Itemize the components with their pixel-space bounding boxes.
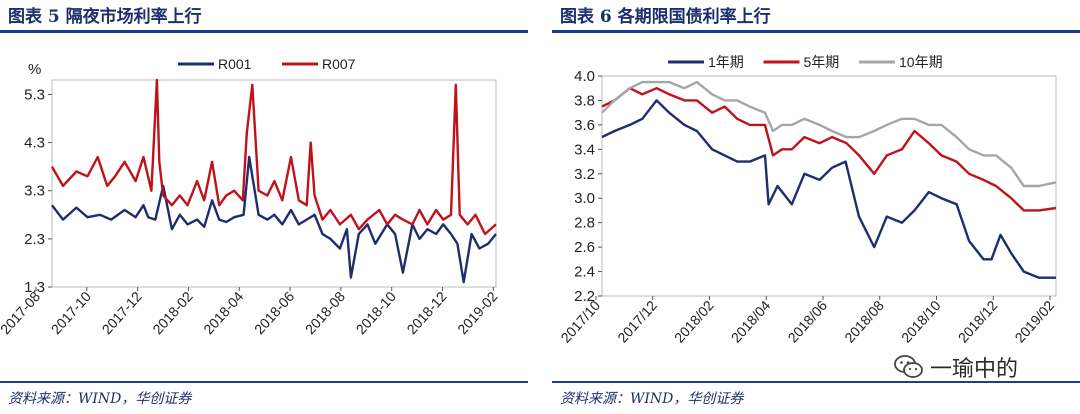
left-figure-panel: 图表 5 隔夜市场利率上行 5.3 4.3 3.3 2.3 1.3% 2017-08 201… xyxy=(0,0,528,414)
left-legend-label-2: R007 xyxy=(322,56,356,72)
right-plot-frame xyxy=(601,75,1057,297)
left-xtick-label: 2018-08 xyxy=(302,288,348,337)
left-xtick-label: 2018-12 xyxy=(403,288,449,337)
right-title-rule xyxy=(552,30,1080,33)
right-xtick-label: 2018/08 xyxy=(841,297,887,345)
left-series-line-1 xyxy=(51,155,497,284)
left-xtick-label: 2018-04 xyxy=(200,288,246,337)
right-bottom-rule xyxy=(552,381,1080,383)
left-xtick-label: 2017-08 xyxy=(0,288,43,337)
left-ytick-label: 4.3 xyxy=(24,135,45,152)
left-series-line-2 xyxy=(50,78,497,236)
left-xtick-label: 2018-02 xyxy=(149,288,195,337)
left-title-rule xyxy=(0,30,528,33)
right-legend-label-3: 10年期 xyxy=(899,54,943,70)
left-ytick-label: 5.3 xyxy=(24,86,45,103)
left-ytick-label: 3.3 xyxy=(24,183,45,200)
right-series-line-2 xyxy=(601,87,1057,212)
right-ytick-label: 3.6 xyxy=(574,117,595,134)
right-xtick-label: 2018/06 xyxy=(784,297,830,345)
left-bottom-rule xyxy=(0,381,528,383)
right-legend-label-1: 1年期 xyxy=(708,54,744,70)
right-ytick-label: 2.8 xyxy=(574,215,595,232)
left-xtick-label: 2017-12 xyxy=(99,288,145,337)
left-xtick-label: 2019-02 xyxy=(454,288,500,337)
left-plot-frame xyxy=(51,79,497,288)
right-xtick-label: 2019/02 xyxy=(1011,297,1057,345)
right-xtick-label: 2018/10 xyxy=(898,297,944,345)
right-ytick-label: 3.4 xyxy=(574,141,595,158)
right-ytick-label: 3.0 xyxy=(574,190,595,207)
watermark: 一瑜中的 xyxy=(894,352,1018,382)
left-legend-label-1: R001 xyxy=(218,56,252,72)
right-figure-title: 图表 6 各期限国债利率上行 xyxy=(560,7,771,27)
left-xtick-label: 2018-06 xyxy=(251,288,297,337)
left-ytick-label: 1.3 xyxy=(24,279,45,296)
watermark-text: 一瑜中的 xyxy=(930,357,1019,382)
right-legend-label-2: 5年期 xyxy=(804,54,840,70)
right-ytick-label: 2.4 xyxy=(574,264,595,281)
left-xtick-label: 2018-10 xyxy=(353,288,399,337)
left-xtick-label: 2017-10 xyxy=(48,288,94,337)
left-y-axis-unit: % xyxy=(28,61,41,78)
right-xtick-label: 2018/12 xyxy=(955,297,1001,345)
left-ytick-label: 2.3 xyxy=(24,231,45,248)
wechat-icon xyxy=(894,355,923,378)
right-ytick-label: 2.2 xyxy=(574,288,595,305)
right-xtick-label: 2017/12 xyxy=(614,297,660,345)
right-xtick-label: 2018/02 xyxy=(671,297,717,345)
right-ytick-label: 4.0 xyxy=(574,68,595,85)
left-figure-title: 图表 5 隔夜市场利率上行 xyxy=(8,7,202,27)
right-ytick-label: 3.2 xyxy=(574,166,595,183)
right-series-line-1 xyxy=(601,99,1056,279)
right-ytick-label: 3.8 xyxy=(574,92,595,109)
right-source-note: 资料来源：WIND，华创证券 xyxy=(560,391,744,407)
left-chart: 5.34.33.32.31.3%2017-08 2017-10 2017-12 201… xyxy=(0,56,501,337)
right-ytick-label: 2.6 xyxy=(574,239,595,256)
right-figure-panel: 图表 6 各期限国债利率上行 4.0 3.8 3.6 3.4 3.2 3.0 2.8 2.6 2… xyxy=(552,0,1080,414)
left-source-note: 资料来源：WIND，华创证券 xyxy=(8,391,192,407)
right-xtick-label: 2018/04 xyxy=(728,297,774,345)
right-series-line-3 xyxy=(601,80,1057,188)
